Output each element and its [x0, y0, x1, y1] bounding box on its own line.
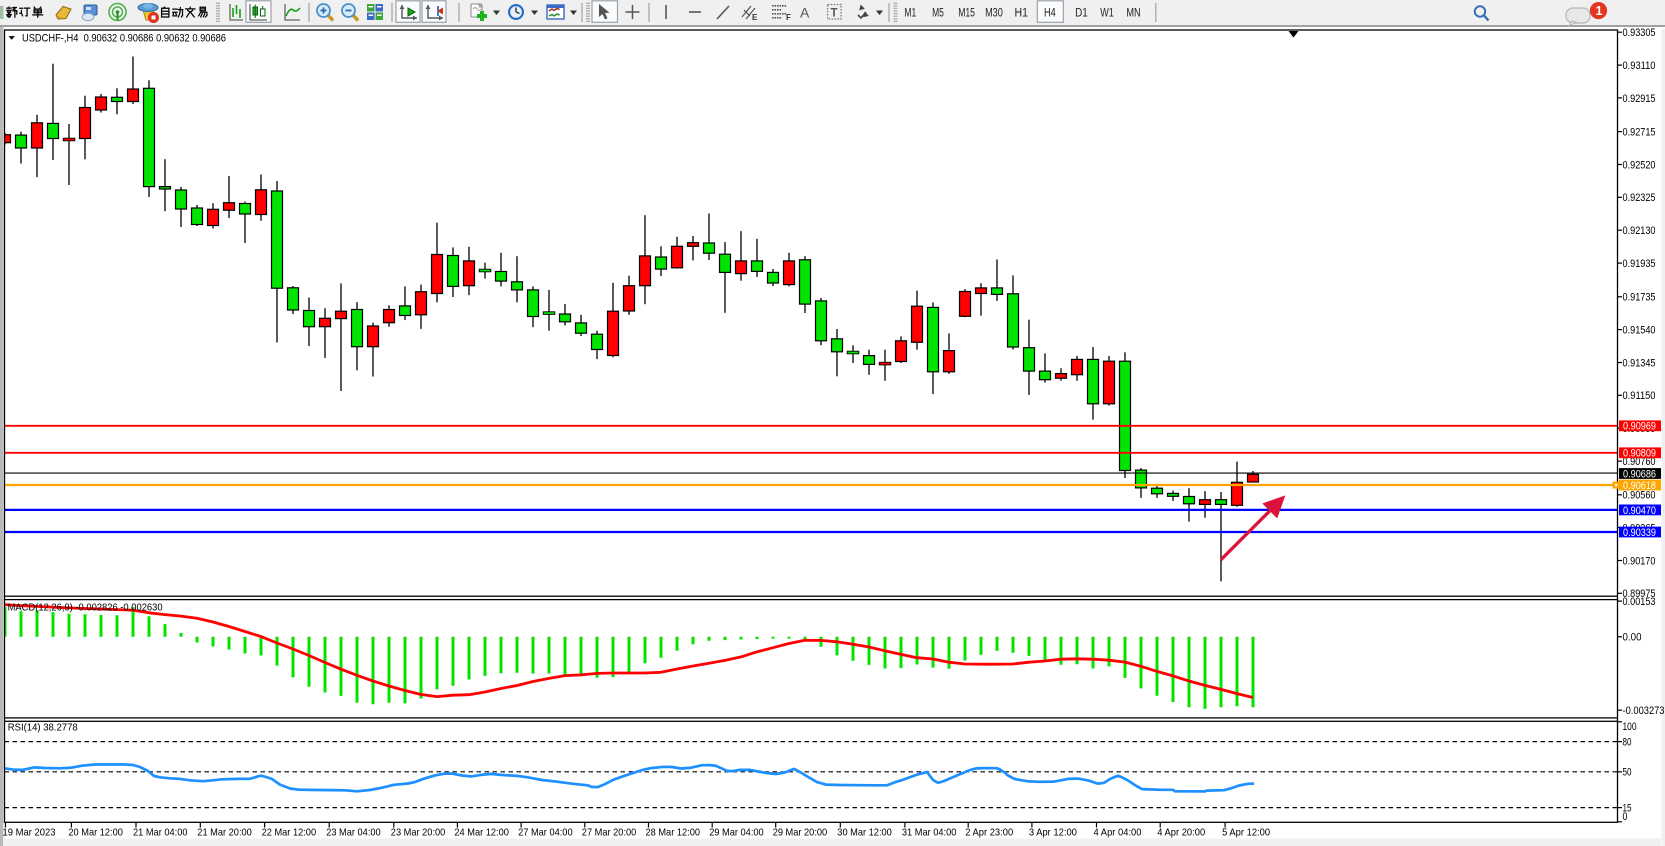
svg-text:USDCHF-,H4 0.90632 0.90686 0.: USDCHF-,H4 0.90632 0.90686 0.90632 0.906…	[22, 32, 226, 44]
svg-text:E: E	[752, 13, 758, 22]
svg-text:80: 80	[1623, 737, 1632, 749]
svg-text:4 Apr 20:00: 4 Apr 20:00	[1157, 827, 1205, 839]
svg-text:W1: W1	[1100, 8, 1114, 20]
svg-text:27 Mar 20:00: 27 Mar 20:00	[582, 827, 637, 839]
svg-text:MN: MN	[1126, 8, 1140, 20]
svg-text:A: A	[800, 5, 810, 21]
svg-text:0.90560: 0.90560	[1623, 490, 1656, 502]
svg-text:M30: M30	[985, 8, 1003, 20]
svg-text:0.89975: 0.89975	[1623, 588, 1656, 600]
svg-text:0.91150: 0.91150	[1623, 390, 1656, 402]
svg-text:-0.003273: -0.003273	[1623, 705, 1665, 717]
svg-text:F: F	[786, 13, 791, 22]
svg-text:0.90809: 0.90809	[1623, 448, 1656, 460]
svg-text:H4: H4	[1044, 8, 1056, 20]
svg-text:3 Apr 12:00: 3 Apr 12:00	[1029, 827, 1077, 839]
svg-text:0.90339: 0.90339	[1623, 527, 1656, 539]
svg-text:29 Mar 04:00: 29 Mar 04:00	[709, 827, 764, 839]
svg-text:0.92130: 0.92130	[1623, 225, 1656, 237]
svg-text:0.91345: 0.91345	[1623, 357, 1656, 369]
svg-text:22 Mar 12:00: 22 Mar 12:00	[262, 827, 317, 839]
svg-text:31 Mar 04:00: 31 Mar 04:00	[902, 827, 957, 839]
svg-text:MACD(12,26,9) -0.002826 -0.002: MACD(12,26,9) -0.002826 -0.002630	[8, 602, 163, 614]
svg-text:23 Mar 20:00: 23 Mar 20:00	[391, 827, 446, 839]
svg-text:0.92915: 0.92915	[1623, 93, 1656, 105]
svg-text:0.00153: 0.00153	[1623, 596, 1656, 608]
svg-text:30 Mar 12:00: 30 Mar 12:00	[837, 827, 892, 839]
svg-text:19 Mar 2023: 19 Mar 2023	[3, 827, 56, 839]
svg-text:0.90170: 0.90170	[1623, 555, 1656, 567]
svg-text:1: 1	[1596, 4, 1603, 18]
svg-text:T: T	[831, 8, 838, 20]
svg-text:RSI(14) 38.2778: RSI(14) 38.2778	[8, 722, 78, 734]
svg-text:0: 0	[1623, 811, 1628, 823]
svg-text:50: 50	[1623, 767, 1632, 779]
svg-text:0.92520: 0.92520	[1623, 159, 1656, 171]
svg-text:0.93110: 0.93110	[1623, 60, 1656, 72]
svg-text:D1: D1	[1075, 8, 1088, 20]
svg-text:24 Mar 12:00: 24 Mar 12:00	[454, 827, 509, 839]
svg-text:0.90760: 0.90760	[1623, 456, 1656, 468]
svg-text:M15: M15	[958, 8, 975, 20]
svg-text:23 Mar 04:00: 23 Mar 04:00	[326, 827, 381, 839]
svg-text:M1: M1	[904, 8, 916, 20]
svg-text:0.93305: 0.93305	[1623, 27, 1656, 39]
svg-text:0.91935: 0.91935	[1623, 258, 1656, 270]
svg-text:0.92325: 0.92325	[1623, 192, 1656, 204]
svg-text:2 Apr 23:00: 2 Apr 23:00	[965, 827, 1013, 839]
svg-text:28 Mar 12:00: 28 Mar 12:00	[646, 827, 701, 839]
svg-text:0.90686: 0.90686	[1623, 468, 1656, 480]
svg-text:20 Mar 12:00: 20 Mar 12:00	[68, 827, 123, 839]
svg-text:H1: H1	[1015, 8, 1029, 20]
svg-text:0.91735: 0.91735	[1623, 292, 1656, 304]
svg-text:27 Mar 04:00: 27 Mar 04:00	[518, 827, 573, 839]
svg-text:29 Mar 20:00: 29 Mar 20:00	[773, 827, 828, 839]
svg-text:0.90470: 0.90470	[1623, 505, 1656, 517]
svg-text:0.90969: 0.90969	[1623, 421, 1656, 433]
svg-text:0.91540: 0.91540	[1623, 325, 1656, 337]
svg-text:5 Apr 12:00: 5 Apr 12:00	[1222, 827, 1270, 839]
svg-text:4 Apr 04:00: 4 Apr 04:00	[1094, 827, 1142, 839]
svg-text:15: 15	[1623, 803, 1632, 815]
svg-text:21 Mar 20:00: 21 Mar 20:00	[197, 827, 252, 839]
svg-text:21 Mar 04:00: 21 Mar 04:00	[133, 827, 188, 839]
svg-text:M5: M5	[932, 8, 944, 20]
svg-text:100: 100	[1623, 721, 1637, 733]
svg-text:0.00: 0.00	[1623, 632, 1642, 644]
svg-text:0.90618: 0.90618	[1623, 480, 1656, 492]
svg-text:0.92715: 0.92715	[1623, 127, 1656, 139]
